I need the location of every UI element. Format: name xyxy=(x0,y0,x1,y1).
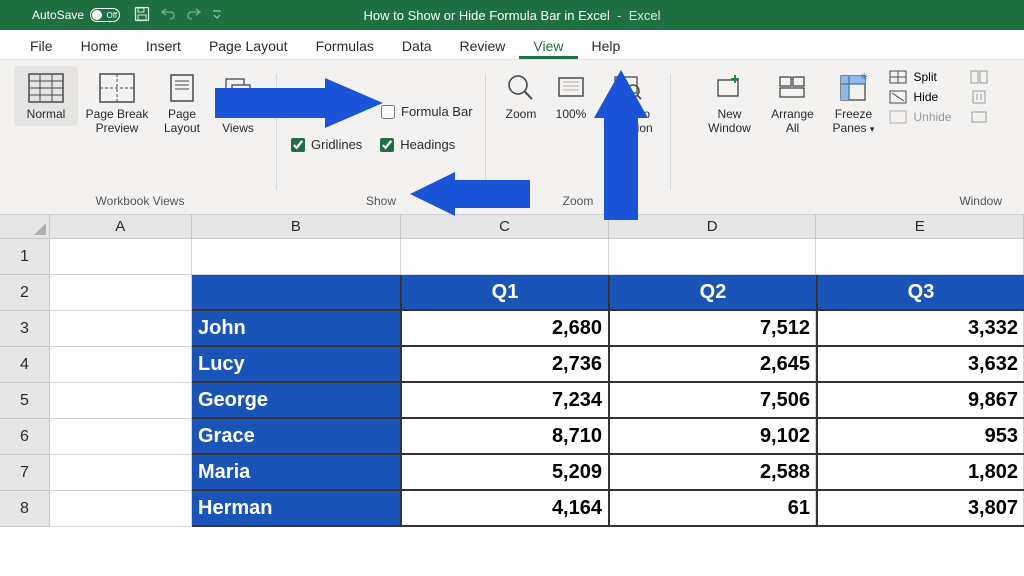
arrange-all-icon xyxy=(774,70,810,106)
reset-window-icon xyxy=(970,110,988,124)
tab-home[interactable]: Home xyxy=(67,32,132,59)
cell[interactable] xyxy=(50,275,192,311)
group-window: New Window Arrange All ✳ Freeze Panes ▾ … xyxy=(675,66,1016,214)
cell[interactable] xyxy=(50,455,192,491)
column-headers: A B C D E xyxy=(0,215,1024,239)
worksheet-grid[interactable]: A B C D E 12345678 Q1Q2Q3John2,6807,5123… xyxy=(0,215,1024,527)
hide-button[interactable]: Hide xyxy=(885,88,955,106)
undo-icon[interactable] xyxy=(160,7,176,24)
tab-insert[interactable]: Insert xyxy=(132,32,195,59)
row-header[interactable]: 2 xyxy=(0,275,50,311)
quick-access-toolbar xyxy=(134,6,222,25)
title-bar: AutoSave Off How to Show or Hide Formula… xyxy=(0,0,1024,30)
cell[interactable] xyxy=(50,419,192,455)
row-header[interactable]: 5 xyxy=(0,383,50,419)
svg-text:✳: ✳ xyxy=(860,72,868,83)
annotation-arrow-up xyxy=(594,70,648,220)
row-header[interactable]: 3 xyxy=(0,311,50,347)
reset-window-button[interactable] xyxy=(966,108,992,126)
window-title: How to Show or Hide Formula Bar in Excel… xyxy=(364,8,661,23)
cell[interactable] xyxy=(609,239,817,275)
split-icon xyxy=(889,70,907,84)
cell[interactable] xyxy=(50,491,192,527)
zoom-button[interactable]: Zoom xyxy=(496,66,546,126)
page-layout-button[interactable]: Page Layout xyxy=(156,66,208,140)
gridlines-checkbox[interactable]: Gridlines xyxy=(291,133,362,156)
page-break-preview-button[interactable]: Page Break Preview xyxy=(80,66,154,140)
col-header-e[interactable]: E xyxy=(816,215,1024,239)
row-header[interactable]: 6 xyxy=(0,419,50,455)
annotation-arrow-left xyxy=(410,172,530,216)
sync-scroll-button[interactable] xyxy=(966,88,992,106)
tab-page-layout[interactable]: Page Layout xyxy=(195,32,302,59)
tab-review[interactable]: Review xyxy=(446,32,520,59)
new-window-button[interactable]: New Window xyxy=(699,66,759,140)
page-layout-icon xyxy=(164,70,200,106)
annotation-arrow-right xyxy=(215,78,385,128)
select-all-corner[interactable] xyxy=(0,215,50,239)
tab-view[interactable]: View xyxy=(519,32,577,59)
cell[interactable] xyxy=(50,347,192,383)
col-header-a[interactable]: A xyxy=(50,215,192,239)
row-header[interactable]: 1 xyxy=(0,239,50,275)
qat-customize-icon[interactable] xyxy=(212,7,222,24)
autosave-toggle[interactable]: AutoSave Off xyxy=(32,8,120,22)
freeze-panes-button[interactable]: ✳ Freeze Panes ▾ xyxy=(825,66,881,140)
zoom-100-icon xyxy=(553,70,589,106)
row-header[interactable]: 8 xyxy=(0,491,50,527)
new-window-icon xyxy=(711,70,747,106)
cell[interactable] xyxy=(401,239,609,275)
normal-view-button[interactable]: Normal xyxy=(14,66,78,126)
page-break-icon xyxy=(99,70,135,106)
headings-checkbox[interactable]: Headings xyxy=(380,133,455,156)
cell[interactable] xyxy=(816,239,1024,275)
zoom-100-button[interactable]: 100% xyxy=(548,66,594,126)
autosave-label: AutoSave xyxy=(32,8,84,22)
col-header-b[interactable]: B xyxy=(192,215,402,239)
toggle-off-icon[interactable]: Off xyxy=(90,8,120,22)
view-side-by-side-button[interactable] xyxy=(966,68,992,86)
save-icon[interactable] xyxy=(134,6,150,25)
tab-formulas[interactable]: Formulas xyxy=(302,32,388,59)
col-header-c[interactable]: C xyxy=(401,215,609,239)
headings-check-icon[interactable] xyxy=(380,138,394,152)
unhide-button: Unhide xyxy=(885,108,955,126)
data-table: Q1Q2Q3John2,6807,5123,332Lucy2,7362,6453… xyxy=(192,275,1024,527)
side-by-side-icon xyxy=(970,70,988,84)
gridlines-check-icon[interactable] xyxy=(291,138,305,152)
arrange-all-button[interactable]: Arrange All xyxy=(763,66,821,140)
hide-icon xyxy=(889,90,907,104)
split-button[interactable]: Split xyxy=(885,68,955,86)
zoom-icon xyxy=(503,70,539,106)
sync-scroll-icon xyxy=(970,90,988,104)
cell[interactable] xyxy=(50,383,192,419)
tab-data[interactable]: Data xyxy=(388,32,446,59)
ribbon-tabs: File Home Insert Page Layout Formulas Da… xyxy=(0,30,1024,60)
formula-bar-checkbox[interactable]: Formula Bar xyxy=(381,100,475,123)
cell[interactable] xyxy=(50,239,192,275)
cell[interactable] xyxy=(192,239,402,275)
row-header[interactable]: 4 xyxy=(0,347,50,383)
tab-file[interactable]: File xyxy=(16,32,67,59)
freeze-panes-icon: ✳ xyxy=(835,70,871,106)
cell[interactable] xyxy=(50,311,192,347)
row-header[interactable]: 7 xyxy=(0,455,50,491)
redo-icon[interactable] xyxy=(186,7,202,24)
unhide-icon xyxy=(889,110,907,124)
normal-view-icon xyxy=(28,70,64,106)
tab-help[interactable]: Help xyxy=(578,32,635,59)
